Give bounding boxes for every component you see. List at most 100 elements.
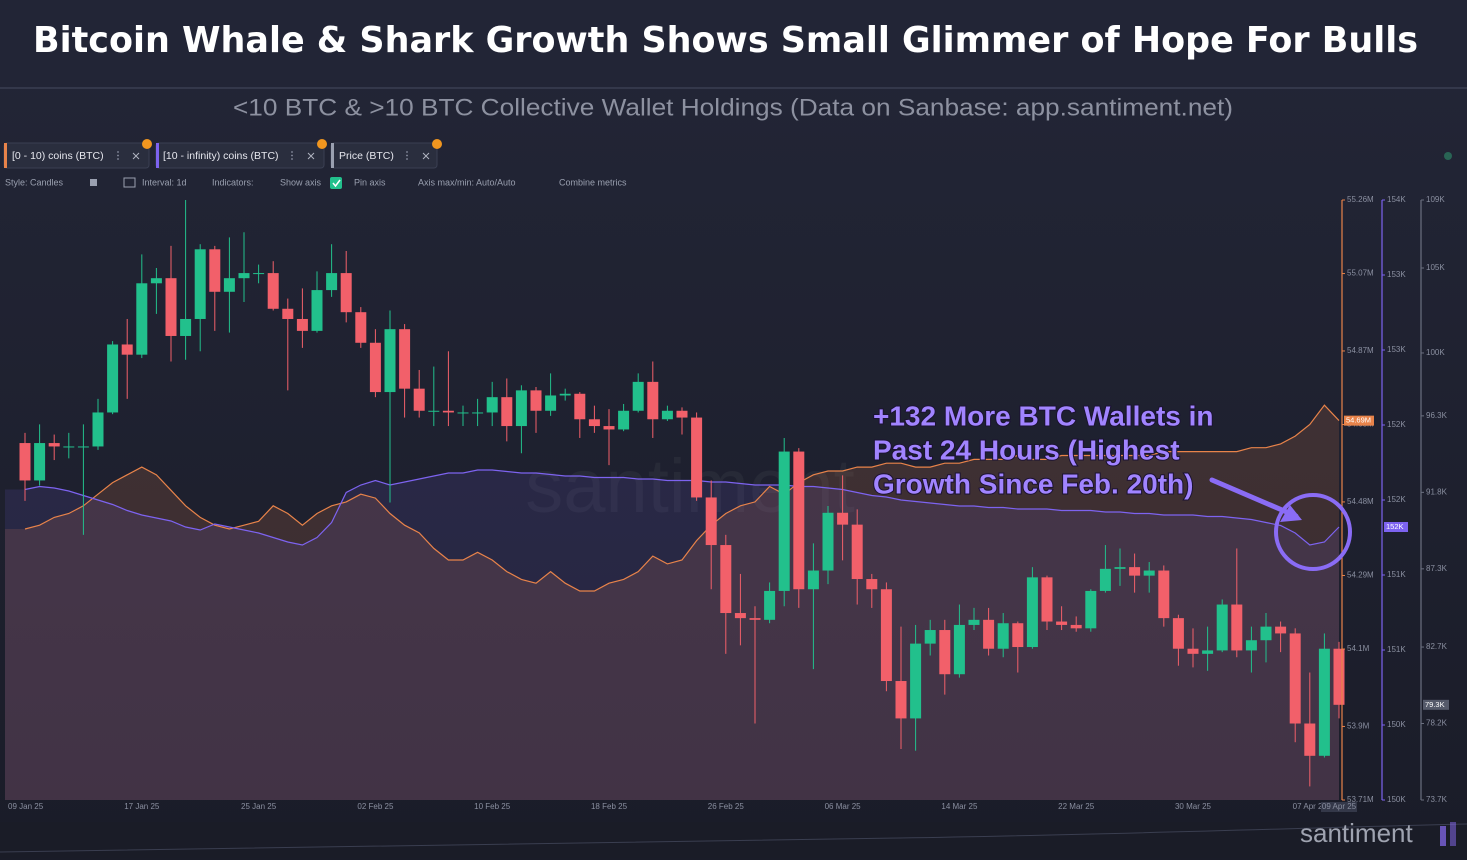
- candle-body: [559, 393, 571, 396]
- candle-body: [530, 390, 542, 411]
- close-icons[interactable]: [132, 152, 430, 160]
- candle-body: [618, 410, 630, 430]
- candle-body: [1041, 577, 1053, 622]
- y-tick-label: 54.1M: [1347, 644, 1370, 653]
- candle-body: [180, 318, 192, 336]
- candle-body: [778, 451, 790, 591]
- candle-body: [442, 410, 454, 413]
- y-tick-label: 152K: [1387, 495, 1406, 504]
- tab-color: [4, 143, 7, 168]
- color-swatch[interactable]: [90, 179, 97, 186]
- candle-body: [267, 273, 279, 309]
- x-tick-label: 10 Feb 25: [474, 802, 511, 811]
- candle-body: [603, 426, 615, 430]
- plot-area: 53.71M53.9M54.1M54.29M54.48M54.68M54.87M…: [5, 195, 1449, 812]
- x-tick-label: 17 Jan 25: [124, 802, 160, 811]
- y-tick-label: 96.3K: [1426, 411, 1448, 420]
- y-tick-label: 55.07M: [1347, 269, 1374, 278]
- y-tick-label: 87.3K: [1426, 564, 1448, 573]
- tab-color: [331, 143, 334, 168]
- candle-body: [880, 589, 892, 682]
- candle-body: [910, 643, 922, 719]
- candle-body: [1129, 567, 1141, 576]
- annotation: +132 More BTC Wallets in Past 24 Hours (…: [872, 399, 1215, 500]
- candle-body: [515, 390, 527, 427]
- candle-body: [691, 417, 703, 498]
- brand: santiment: [1300, 818, 1413, 848]
- candle-body: [19, 443, 31, 481]
- control[interactable]: Style: Candles: [5, 177, 64, 187]
- y-tick-label: 53.71M: [1347, 795, 1374, 804]
- candle-body: [705, 497, 717, 546]
- candle-body: [1202, 650, 1214, 654]
- y-tick-label: 54.48M: [1347, 497, 1374, 506]
- candle-body: [296, 318, 308, 331]
- series-area: [5, 405, 1339, 800]
- control[interactable]: Interval: 1d: [142, 177, 187, 187]
- candle-body: [486, 397, 498, 413]
- check-mark: [332, 179, 341, 188]
- candle-body: [355, 312, 367, 343]
- candle-body: [413, 388, 425, 411]
- control[interactable]: Pin axis: [354, 177, 386, 187]
- legend-entry[interactable]: Price (BTC): [339, 150, 394, 162]
- y-tick-label: 151K: [1387, 645, 1406, 654]
- candle-body: [150, 278, 162, 284]
- y-tick-label: 150K: [1387, 795, 1406, 804]
- candle-body: [632, 381, 644, 411]
- legend-entry[interactable]: [0 - 10) coins (BTC): [12, 150, 104, 162]
- x-tick-label: 30 Mar 25: [1175, 802, 1212, 811]
- candle-body: [92, 412, 104, 447]
- value-tag: [1384, 522, 1408, 532]
- menu-dots[interactable]: [117, 151, 408, 160]
- y-tick-label: 54.29M: [1347, 571, 1374, 580]
- x-tick-label: 18 Feb 25: [591, 802, 628, 811]
- candle-body: [399, 329, 411, 389]
- control[interactable]: Axis max/min: Auto/Auto: [418, 177, 516, 187]
- candle-body: [428, 410, 440, 412]
- subtitle: <10 BTC & >10 BTC Collective Wallet Hold…: [233, 94, 1233, 121]
- annotation-marker: [1209, 477, 1352, 571]
- candle-body: [457, 412, 469, 414]
- candle-body: [136, 283, 148, 355]
- candle-body: [1085, 590, 1097, 629]
- candle-body: [983, 619, 995, 649]
- candle-body: [1026, 577, 1038, 648]
- y-tick-label: 153K: [1387, 270, 1406, 279]
- candle-body: [953, 624, 965, 675]
- control[interactable]: Combine metrics: [559, 177, 627, 187]
- candle-body: [48, 443, 60, 447]
- legend-entry[interactable]: [10 - infinity) coins (BTC): [163, 150, 279, 162]
- y-tick-label: 150K: [1387, 720, 1406, 729]
- x-tick-label: 06 Mar 25: [825, 802, 862, 811]
- candle-body: [895, 681, 907, 719]
- candle-body: [1056, 621, 1068, 625]
- candle-body: [661, 410, 673, 420]
- candle-body: [939, 630, 951, 675]
- annotation-line: +132 More BTC Wallets in: [873, 400, 1214, 431]
- candle-body: [384, 329, 396, 393]
- candle-body: [837, 512, 849, 525]
- candle-body: [165, 278, 177, 336]
- value-tag-label: 54.69M: [1346, 416, 1371, 425]
- control[interactable]: Indicators:: [212, 177, 254, 187]
- candle-body: [326, 273, 338, 291]
- candle-body: [734, 613, 746, 619]
- candle-body: [793, 451, 805, 590]
- y-tick-label: 73.7K: [1426, 795, 1448, 804]
- candle-body: [720, 545, 732, 614]
- checkbox[interactable]: [330, 177, 342, 189]
- tab-color: [156, 143, 159, 168]
- candle-body: [253, 273, 265, 275]
- candle-body: [1333, 648, 1345, 705]
- annotation-line: Growth Since Feb. 20th): [873, 468, 1193, 499]
- x-tick-label: 07 Apr 25: [1293, 802, 1328, 811]
- candle-body: [1099, 568, 1111, 591]
- candle-body: [1012, 623, 1024, 648]
- candle-body: [340, 273, 352, 313]
- candle-body: [676, 410, 688, 418]
- calendar-icon: [123, 177, 136, 188]
- control[interactable]: Show axis: [280, 177, 322, 187]
- y-tick-label: 153K: [1387, 345, 1406, 354]
